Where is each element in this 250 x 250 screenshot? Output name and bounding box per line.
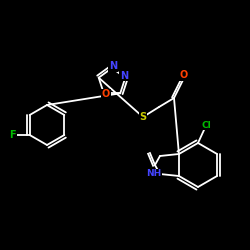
Text: Cl: Cl [201,120,211,130]
Text: F: F [9,130,16,140]
Text: S: S [140,112,146,122]
Text: NH: NH [146,170,162,178]
Text: O: O [180,70,188,80]
Text: N: N [120,71,128,81]
Text: N: N [109,61,117,71]
Text: O: O [102,89,110,99]
